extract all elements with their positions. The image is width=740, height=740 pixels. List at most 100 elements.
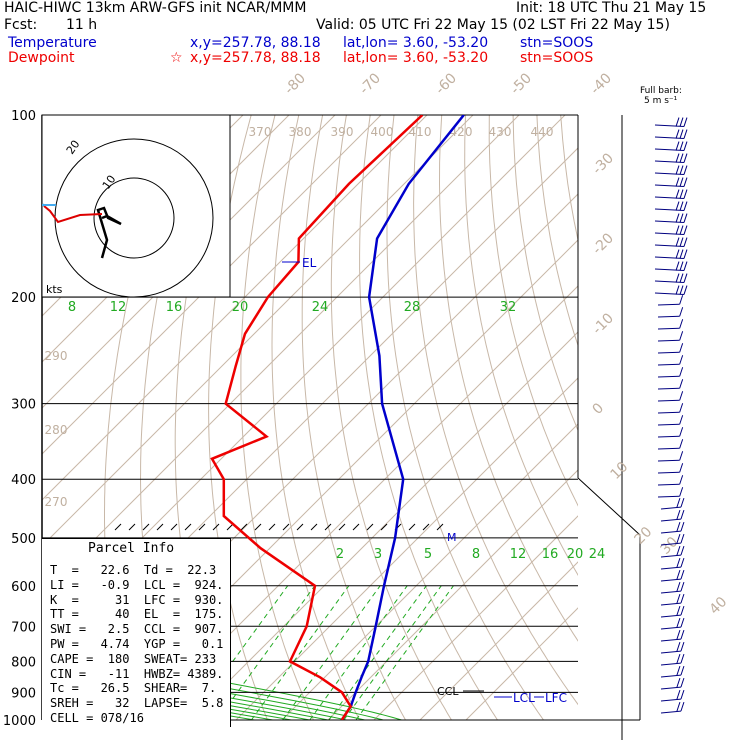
dry-adiabat-line	[560, 115, 578, 243]
isotherm-label: -20	[590, 230, 617, 257]
isotherm-line	[373, 515, 578, 720]
wind-barb-flag	[679, 355, 684, 365]
dry-adiabat-line	[301, 115, 407, 720]
wind-barb-flag	[679, 189, 684, 199]
pressure-tick-label: 800	[11, 655, 36, 670]
pressure-tick-label: 400	[11, 473, 36, 488]
mixing-ratio-line	[355, 585, 454, 720]
wind-barb-flag	[683, 249, 688, 259]
hatch-mark	[310, 523, 318, 531]
temperature-profile-line	[340, 115, 465, 720]
dewpoint-star-icon: ☆	[170, 50, 183, 66]
dry-adiabat-line	[464, 115, 578, 577]
temperature-latlon: lat,lon= 3.60, -53.20	[343, 35, 489, 51]
wind-barb-flag	[683, 213, 688, 223]
parcel-info-row: T = 22.6 Td = 22.3	[50, 563, 217, 577]
theta-label: 280	[45, 423, 68, 437]
wind-barb	[660, 710, 681, 714]
hatch-mark	[324, 523, 332, 531]
isotherm-label: 10	[608, 459, 632, 483]
isotherm-line	[143, 285, 578, 720]
isotherm-line	[419, 561, 578, 720]
dry-adiabat-line	[240, 115, 315, 720]
wind-barb-flag	[683, 153, 688, 163]
wind-barb-flag	[680, 677, 685, 688]
wind-barb	[660, 590, 681, 594]
wind-barb-flag	[675, 273, 680, 283]
dry-adiabat-line	[386, 115, 545, 720]
isotherm-label: 0	[590, 400, 608, 418]
wind-barb	[660, 650, 681, 654]
wind-barb-flag	[675, 153, 680, 163]
pressure-tick-label: 200	[11, 291, 36, 306]
mixing-ratio-line	[250, 585, 350, 720]
mixing-ratio-line	[309, 585, 408, 720]
wind-barb	[657, 339, 680, 342]
wind-barb-flag	[675, 261, 680, 271]
hodograph-axis-label: kts	[46, 283, 63, 296]
isotherm-label: -60	[433, 70, 460, 97]
wind-barb	[657, 495, 680, 498]
wind-barb-flag	[679, 391, 684, 401]
dewpoint-station: stn=SOOS	[520, 50, 594, 66]
wind-barb	[657, 483, 680, 486]
wind-barb-flag	[679, 129, 684, 139]
parcel-info-row: PW = 4.74 YGP = 0.1	[50, 637, 224, 651]
dry-adiabat-line	[585, 115, 740, 733]
wind-barb	[657, 447, 680, 450]
wind-barb	[657, 375, 680, 378]
wind-barb-flag	[679, 379, 684, 389]
wind-barb-flag	[680, 629, 685, 640]
wind-barb-flag	[676, 521, 681, 532]
wind-barb-flag	[679, 295, 684, 305]
wind-barb	[657, 411, 680, 414]
dry-adiabat-line	[680, 115, 740, 733]
wind-barb	[654, 220, 685, 224]
wind-barb	[660, 578, 681, 582]
pressure-tick-label: 600	[11, 580, 36, 595]
wind-barb-flag	[675, 237, 680, 247]
hatch-mark	[226, 523, 234, 531]
wind-barb-flag	[676, 497, 681, 508]
wind-barb-flag	[680, 497, 685, 508]
wind-barb-flag	[676, 701, 681, 712]
dry-adiabat-line	[512, 115, 578, 432]
parcel-info-row: CIN = -11 HWBZ= 4389.	[50, 666, 224, 681]
wind-barb	[660, 698, 681, 702]
wind-barb	[657, 459, 680, 462]
mixing-ratio-label: 3	[374, 547, 382, 562]
wind-barb-flag	[680, 557, 685, 568]
wind-barb-flag	[679, 285, 684, 295]
wind-barb-flag	[679, 201, 684, 211]
wind-barb-flag	[680, 641, 685, 652]
wind-barb	[654, 160, 685, 164]
wind-barb-flag	[679, 177, 684, 187]
wind-barb	[657, 327, 680, 330]
dry-adiabat-line	[536, 115, 578, 347]
mixing-ratio-label: 20	[232, 300, 249, 315]
hatch-mark	[380, 523, 388, 531]
wind-barb-flag	[679, 273, 684, 283]
wind-barb	[654, 148, 685, 152]
hatch-mark	[436, 523, 444, 531]
valid-time: Valid: 05 UTC Fri 22 May 15 (02 LST Fri …	[316, 17, 670, 33]
wind-barb-flag	[683, 165, 688, 175]
theta-label: 430	[489, 125, 512, 139]
isotherm-label: 30	[658, 534, 682, 558]
dry-adiabat-line	[271, 115, 361, 720]
level-markers: EL M CCL LCL LFC	[282, 256, 567, 705]
parcel-info-row: Tc = 26.5 SHEAR= 7.	[50, 681, 217, 696]
mixing-ratio-label: 32	[500, 300, 517, 315]
wind-barb-flag	[680, 533, 685, 544]
wind-barb	[660, 626, 681, 630]
parcel-info-row: TT = 40 EL = 175.	[50, 607, 224, 622]
hatch-mark	[422, 523, 430, 531]
hatch-mark	[366, 523, 374, 531]
isotherm-line	[327, 469, 578, 720]
mixing-ratio-label: 24	[589, 547, 606, 562]
dry-adiabat-line	[359, 115, 499, 720]
forecast-hour: 11 h	[66, 17, 98, 33]
wind-barb-flag	[683, 261, 688, 271]
hatch-mark	[142, 523, 150, 531]
wind-barb	[660, 530, 681, 534]
